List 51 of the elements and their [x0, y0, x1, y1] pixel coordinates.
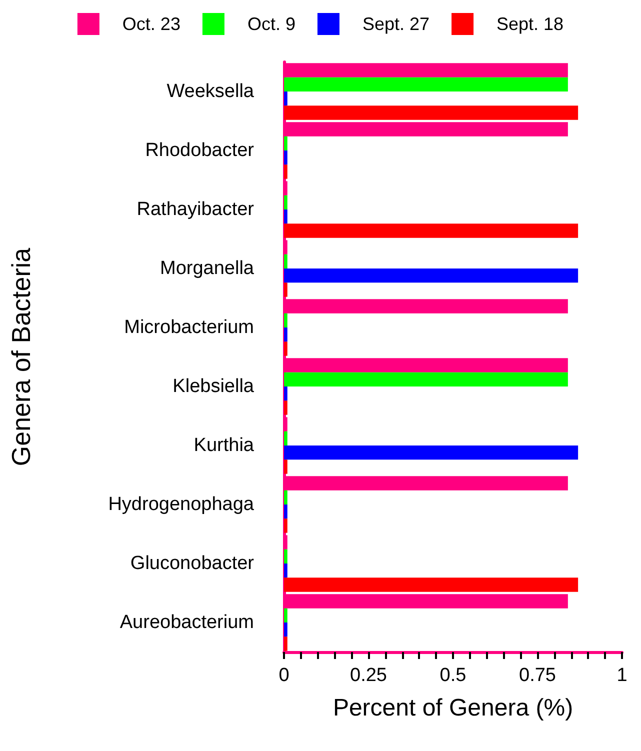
bar: [284, 549, 288, 564]
y-tick-label: Morganella: [160, 258, 254, 279]
x-tick-label: 0.25: [350, 665, 387, 686]
y-tick-label: Aureobacterium: [120, 612, 254, 633]
bar: [284, 446, 578, 460]
bar: [284, 578, 578, 592]
y-tick-label: Hydrogenophaga: [108, 494, 254, 515]
bar: [284, 504, 288, 519]
bar: [284, 400, 288, 415]
x-tick-label: 0.5: [440, 665, 466, 686]
bar: [284, 106, 578, 120]
bar: [284, 460, 288, 474]
x-tick-label: 0: [278, 665, 290, 686]
y-tick-label: Weeksella: [166, 81, 254, 102]
y-tick-label: Microbacterium: [124, 317, 254, 338]
bar: [284, 92, 288, 106]
bar: [284, 150, 288, 165]
bar: [284, 564, 288, 578]
bar: [284, 164, 288, 179]
legend-label: Sept. 27: [362, 14, 430, 34]
bar: [284, 431, 288, 446]
x-tick-label: 0.75: [519, 665, 556, 686]
bar: [284, 136, 288, 150]
x-axis-title: Percent of Genera (%): [332, 694, 574, 722]
bar: [284, 313, 288, 328]
bar: [284, 386, 288, 401]
bar: [284, 622, 288, 637]
bar: [284, 210, 288, 224]
bar: [284, 342, 288, 356]
bar: [284, 224, 578, 238]
bar: [284, 328, 288, 342]
y-tick-label: Kurthia: [194, 435, 254, 456]
x-tick-label: 1: [616, 665, 628, 686]
bar: [284, 77, 568, 92]
y-tick-label: Klebsiella: [172, 376, 254, 397]
bar: [284, 518, 288, 533]
bar: [284, 608, 288, 622]
y-axis-title: Genera of Bacteria: [6, 247, 36, 466]
bar: [284, 268, 578, 283]
bar: [284, 372, 568, 386]
bar: [284, 195, 288, 210]
legend-label: Sept. 18: [496, 14, 564, 34]
bar: [284, 490, 288, 504]
y-tick-label: Rathayibacter: [136, 199, 255, 220]
bar: [284, 636, 288, 651]
bar: [284, 282, 288, 297]
y-tick-label: Rhodobacter: [145, 140, 255, 161]
legend-label: Oct. 23: [122, 14, 180, 34]
bar: [284, 254, 288, 268]
y-tick-label: Gluconobacter: [130, 553, 255, 574]
legend-label: Oct. 9: [247, 14, 296, 34]
